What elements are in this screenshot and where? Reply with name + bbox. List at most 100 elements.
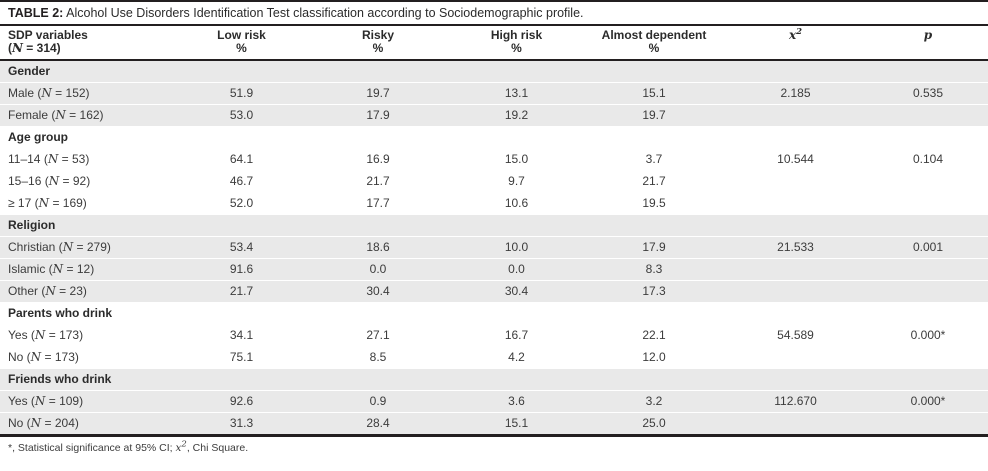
cell-p — [868, 192, 988, 215]
section-name: Age group — [0, 126, 988, 149]
cell-low-risk: 91.6 — [175, 258, 308, 281]
cell-high-risk: 19.2 — [448, 104, 585, 127]
row-label: 15–16 (N = 92) — [0, 170, 175, 193]
row-label: Male (N = 152) — [0, 82, 175, 105]
table-row: Islamic (N = 12) 91.6 0.0 0.0 8.3 — [0, 258, 988, 281]
sample-size-n: N — [52, 262, 64, 276]
cell-high-risk: 16.7 — [448, 324, 585, 347]
table-row: 11–14 (N = 53) 64.1 16.9 15.0 3.7 10.544 0.104 — [0, 148, 988, 171]
cell-high-risk: 4.2 — [448, 346, 585, 369]
table-footnote: *, Statistical significance at 95% CI; x… — [8, 439, 249, 454]
sample-size-n: N — [30, 416, 42, 430]
section-header-row: Parents who drink — [0, 302, 988, 325]
cell-chi-square: 21.533 — [723, 236, 868, 259]
col-header-risky: Risky% — [308, 26, 448, 61]
row-label: 11–14 (N = 53) — [0, 148, 175, 171]
sample-size-n: N — [41, 86, 52, 100]
cell-risky: 27.1 — [308, 324, 448, 347]
cell-low-risk: 52.0 — [175, 192, 308, 215]
table-row: No (N = 173) 75.1 8.5 4.2 12.0 — [0, 346, 988, 369]
cell-p: 0.535 — [868, 82, 988, 105]
chi-square-symbol: x2 — [175, 439, 187, 454]
cell-almost-dependent: 12.0 — [585, 346, 723, 369]
col-header-sdp-variables: SDP variables (N = 314) — [0, 26, 175, 61]
cell-almost-dependent: 3.7 — [585, 148, 723, 171]
sociodemographic-table: SDP variables (N = 314) Low risk% Risky% Hig… — [0, 26, 988, 437]
cell-high-risk: 13.1 — [448, 82, 585, 105]
col-header-p: p — [868, 26, 988, 61]
cell-high-risk: 30.4 — [448, 280, 585, 303]
cell-almost-dependent: 17.9 — [585, 236, 723, 259]
sample-size-n: N — [34, 394, 46, 408]
cell-chi-square — [723, 346, 868, 369]
cell-low-risk: 53.0 — [175, 104, 308, 127]
sample-size-n: N — [30, 350, 42, 364]
cell-risky: 19.7 — [308, 82, 448, 105]
cell-p — [868, 170, 988, 193]
cell-risky: 8.5 — [308, 346, 448, 369]
cell-p — [868, 346, 988, 369]
cell-almost-dependent: 25.0 — [585, 412, 723, 436]
cell-low-risk: 51.9 — [175, 82, 308, 105]
cell-chi-square: 10.544 — [723, 148, 868, 171]
section-header-row: Age group — [0, 126, 988, 149]
sample-size-n: N — [55, 108, 66, 122]
cell-almost-dependent: 21.7 — [585, 170, 723, 193]
cell-p: 0.104 — [868, 148, 988, 171]
cell-p — [868, 412, 988, 436]
row-label: Yes (N = 109) — [0, 390, 175, 413]
table-title-label: TABLE 2: — [8, 6, 64, 20]
cell-high-risk: 15.0 — [448, 148, 585, 171]
cell-high-risk: 15.1 — [448, 412, 585, 436]
table-row: Christian (N = 279) 53.4 18.6 10.0 17.9 21.53… — [0, 236, 988, 259]
sample-size-n: N — [62, 240, 74, 254]
cell-risky: 18.6 — [308, 236, 448, 259]
section-header-row: Friends who drink — [0, 368, 988, 391]
row-label: No (N = 173) — [0, 346, 175, 369]
section-name: Religion — [0, 214, 988, 237]
chi-square-symbol: x2 — [788, 27, 803, 42]
table-row: No (N = 204) 31.3 28.4 15.1 25.0 — [0, 412, 988, 436]
cell-low-risk: 53.4 — [175, 236, 308, 259]
cell-chi-square — [723, 104, 868, 127]
cell-low-risk: 21.7 — [175, 280, 308, 303]
cell-risky: 17.7 — [308, 192, 448, 215]
table-row: 15–16 (N = 92) 46.7 21.7 9.7 21.7 — [0, 170, 988, 193]
cell-risky: 16.9 — [308, 148, 448, 171]
table-row: Yes (N = 109) 92.6 0.9 3.6 3.2 112.670 0.000* — [0, 390, 988, 413]
cell-almost-dependent: 19.5 — [585, 192, 723, 215]
cell-risky: 28.4 — [308, 412, 448, 436]
table-row: Other (N = 23) 21.7 30.4 30.4 17.3 — [0, 280, 988, 303]
cell-risky: 0.9 — [308, 390, 448, 413]
cell-p — [868, 258, 988, 281]
cell-p: 0.000* — [868, 390, 988, 413]
table-title-text: Alcohol Use Disorders Identification Tes… — [66, 6, 584, 20]
sample-size-n: N — [47, 152, 59, 166]
section-name: Gender — [0, 60, 988, 83]
cell-chi-square — [723, 258, 868, 281]
cell-chi-square — [723, 280, 868, 303]
cell-p: 0.001 — [868, 236, 988, 259]
row-label: Yes (N = 173) — [0, 324, 175, 347]
cell-risky: 0.0 — [308, 258, 448, 281]
cell-p — [868, 104, 988, 127]
cell-almost-dependent: 15.1 — [585, 82, 723, 105]
cell-p — [868, 280, 988, 303]
cell-low-risk: 75.1 — [175, 346, 308, 369]
sample-size-n: N — [12, 41, 23, 55]
table-title: TABLE 2: Alcohol Use Disorders Identific… — [0, 2, 988, 26]
cell-high-risk: 3.6 — [448, 390, 585, 413]
row-label: Female (N = 162) — [0, 104, 175, 127]
cell-low-risk: 64.1 — [175, 148, 308, 171]
table-header-row: SDP variables (N = 314) Low risk% Risky% Hig… — [0, 26, 988, 61]
table-body: Gender Male (N = 152) 51.9 19.7 13.1 15.1 2.18… — [0, 60, 988, 436]
section-header-row: Religion — [0, 214, 988, 237]
cell-chi-square: 112.670 — [723, 390, 868, 413]
cell-low-risk: 92.6 — [175, 390, 308, 413]
cell-chi-square — [723, 412, 868, 436]
sample-size-n: N — [34, 328, 46, 342]
cell-almost-dependent: 19.7 — [585, 104, 723, 127]
cell-low-risk: 31.3 — [175, 412, 308, 436]
sample-size-n: N — [45, 284, 56, 298]
